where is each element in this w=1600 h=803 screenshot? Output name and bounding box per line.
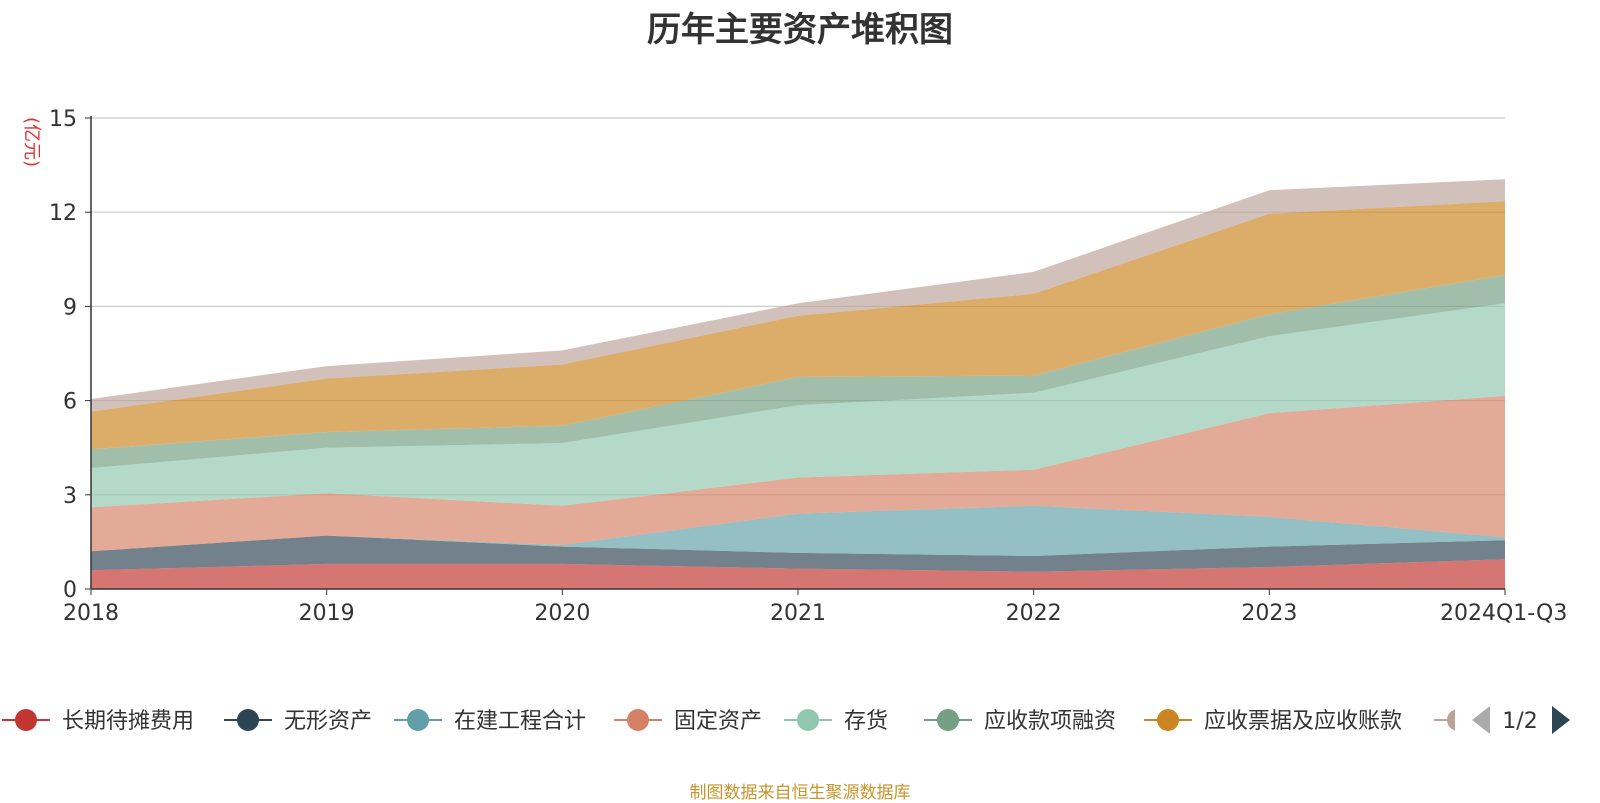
area-series-3 [91,395,1505,552]
legend-prev-icon[interactable] [1472,706,1490,734]
legend-item-1[interactable]: 无形资产 [224,709,372,734]
legend-marker [627,709,649,731]
legend-page-indicator: 1/2 [1502,709,1537,734]
y-tick-label: 12 [49,201,77,226]
legend-item-3[interactable]: 固定资产 [614,709,762,734]
y-tick-label: 3 [63,484,77,509]
y-tick-label: 9 [63,295,77,320]
legend-item-4[interactable]: 存货 [784,709,888,734]
legend-label: 固定资产 [674,709,762,734]
y-tick-label: 6 [63,390,77,415]
legend-marker [797,709,819,731]
legend-next-icon[interactable] [1552,706,1570,734]
source-note: 制图数据来自恒生聚源数据库 [689,783,911,803]
legend-label: 无形资产 [284,709,372,734]
y-tick-label: 15 [49,107,77,132]
x-tick-label: 2020 [534,601,590,626]
legend-item-5[interactable]: 应收款项融资 [924,709,1116,734]
area-series-7 [91,179,1505,412]
legend-marker [1157,709,1179,731]
area-series-4 [91,303,1505,508]
legend-label: 存货 [844,709,888,734]
legend-item-0[interactable]: 长期待摊费用 [2,709,194,734]
legend: 长期待摊费用无形资产在建工程合计固定资产存货应收款项融资应收票据及应收账款货币资… [2,690,1600,750]
legend-marker [15,709,37,731]
legend-marker [237,709,259,731]
area-series-2 [91,505,1505,556]
legend-marker [937,709,959,731]
x-tick-label: 2022 [1006,601,1062,626]
legend-marker [407,709,429,731]
area-series-5 [91,275,1505,469]
area-series-0 [91,559,1505,589]
chart-title: 历年主要资产堆积图 [647,10,953,50]
legend-label: 应收款项融资 [984,709,1116,734]
y-tick-label: 0 [63,578,77,603]
axes: 0 3 6 9 12 15 2018 2019 2020 2021 2022 2023 2024Q1-Q… [21,107,1567,626]
x-tick-label: 2024Q1-Q3 [1440,601,1567,626]
legend-label: 在建工程合计 [454,709,586,734]
legend-item-6[interactable]: 应收票据及应收账款 [1144,709,1402,734]
y-axis-unit-label: (亿元) [21,117,42,167]
stacked-areas [91,179,1505,589]
x-tick-label: 2023 [1241,601,1297,626]
legend-label: 长期待摊费用 [62,709,194,734]
legend-item-2[interactable]: 在建工程合计 [394,709,586,734]
x-tick-label: 2021 [770,601,826,626]
x-tick-label: 2019 [299,601,355,626]
area-series-1 [91,535,1505,572]
legend-label: 应收票据及应收账款 [1204,709,1402,734]
area-series-6 [91,201,1505,450]
x-tick-label: 2018 [63,601,119,626]
